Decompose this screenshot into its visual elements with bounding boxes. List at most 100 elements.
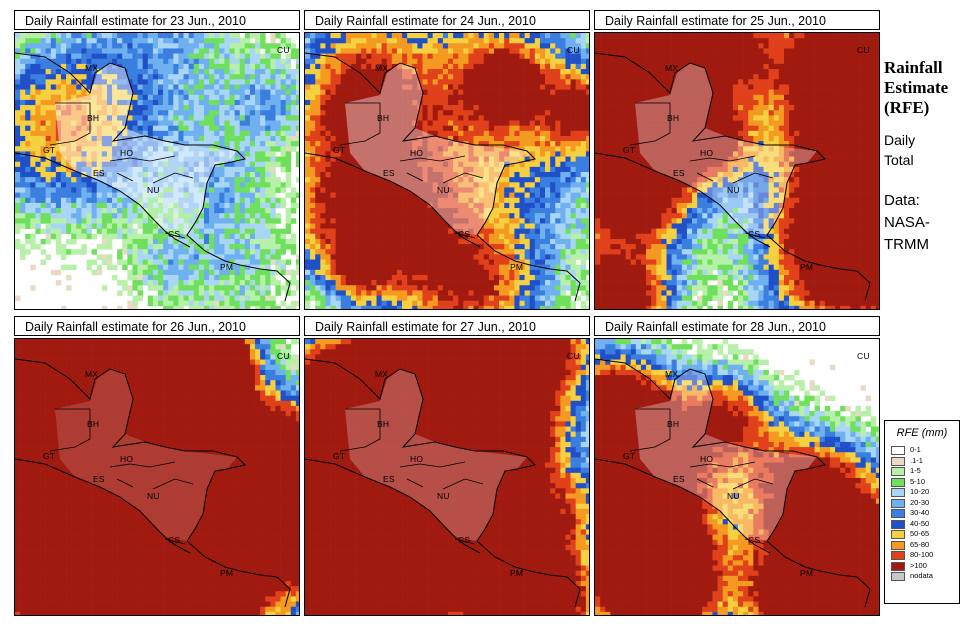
legend-item: 80-100 [891, 550, 959, 561]
legend-swatch [891, 551, 905, 560]
rainfall-grid [595, 339, 879, 615]
country-label-cu: CU [277, 351, 290, 361]
legend-item: 10-20 [891, 487, 959, 498]
legend-label: nodata [910, 571, 933, 580]
country-label-ho: HO [120, 148, 134, 158]
country-label-cu: CU [857, 351, 870, 361]
country-borders [339, 408, 484, 545]
legend-label: 10-20 [910, 487, 930, 496]
country-label-nu: NU [727, 491, 740, 501]
legend-item: 30-40 [891, 508, 959, 519]
panel-title: Daily Rainfall estimate for 26 Jun., 201… [14, 316, 300, 336]
rainfall-grid [15, 33, 299, 309]
legend-label: 40-50 [910, 518, 930, 528]
country-label-mx: MX [85, 63, 99, 73]
title-line-3: (RFE) [884, 98, 930, 117]
country-borders [339, 102, 484, 239]
data-text: Data: [884, 192, 920, 209]
legend-swatch [891, 519, 905, 529]
country-label-ho: HO [700, 148, 714, 158]
country-label-mx: MX [85, 369, 99, 379]
legend-label: 65-80 [910, 539, 930, 549]
country-label-ho: HO [410, 454, 424, 464]
country-label-bh: BH [667, 419, 680, 429]
legend-swatch [891, 561, 905, 571]
country-label-ho: HO [120, 454, 134, 464]
country-label-gt: GT [333, 145, 346, 155]
country-label-nu: NU [437, 491, 450, 501]
country-borders [49, 102, 194, 239]
legend-label: 0-1 [910, 445, 921, 454]
country-borders [49, 408, 194, 545]
rainfall-map-panel: Daily Rainfall estimate for 23 Jun., 201… [14, 10, 304, 312]
total-text: Total [884, 152, 914, 168]
country-label-bh: BH [87, 419, 100, 429]
source-line-1: NASA- [884, 214, 930, 231]
country-label-gt: GT [43, 145, 56, 155]
rainfall-map: MX CU BH GT HO ES NU CS PM [594, 338, 880, 616]
legend-item: 65-80 [891, 540, 959, 551]
legend-swatch [891, 509, 905, 518]
panel-title: Daily Rainfall estimate for 24 Jun., 201… [304, 10, 590, 30]
legend-rows: 0-1.1-1 1-5 5-10 10-20 20-30 30-40 40-50 50-65 6… [885, 445, 959, 582]
country-label-cu: CU [567, 351, 580, 361]
country-label-pm: PM [510, 262, 524, 272]
country-label-pm: PM [510, 568, 524, 578]
legend-swatch [891, 456, 905, 466]
title-line-1: Rainfall [884, 58, 943, 77]
country-label-bh: BH [377, 419, 390, 429]
country-label-pm: PM [220, 568, 234, 578]
legend-item: .1-1 [891, 456, 959, 467]
rainfall-map: MX CU BH GT HO ES NU CS PM [594, 32, 880, 310]
rainfall-map: MX CU BH GT HO ES NU CS PM [14, 338, 300, 616]
panel-title: Daily Rainfall estimate for 27 Jun., 201… [304, 316, 590, 336]
product-title: Rainfall Estimate (RFE) [884, 58, 968, 118]
country-label-ho: HO [410, 148, 424, 158]
country-label-cs: CS [168, 229, 181, 239]
legend-item: 0-1 [891, 445, 959, 456]
country-label-cu: CU [857, 45, 870, 55]
coastline [305, 358, 581, 608]
country-label-es: ES [383, 474, 395, 484]
country-label-cs: CS [458, 229, 471, 239]
country-label-cs: CS [458, 535, 471, 545]
country-label-cs: CS [748, 535, 761, 545]
legend-label: 1-5 [910, 466, 921, 475]
legend-item: 1-5 [891, 466, 959, 477]
rainfall-map: MX CU BH GT HO ES NU CS PM [304, 32, 590, 310]
legend-label: >100 [910, 560, 927, 570]
rainfall-grid [15, 339, 299, 615]
country-label-mx: MX [665, 63, 679, 73]
legend-swatch [891, 446, 905, 455]
legend: RFE (mm) 0-1.1-1 1-5 5-10 10-20 20-30 30-40 40… [884, 420, 960, 604]
legend-swatch [891, 467, 905, 476]
country-label-es: ES [383, 168, 395, 178]
country-label-mx: MX [665, 369, 679, 379]
rainfall-map-panel: Daily Rainfall estimate for 26 Jun., 201… [14, 316, 304, 618]
panel-title: Daily Rainfall estimate for 28 Jun., 201… [594, 316, 880, 336]
rainfall-map: MX CU BH GT HO ES NU CS PM [14, 32, 300, 310]
country-label-nu: NU [437, 185, 450, 195]
country-label-bh: BH [377, 113, 390, 123]
country-label-cs: CS [168, 535, 181, 545]
legend-item: 50-65 [891, 529, 959, 540]
title-line-2: Estimate [884, 78, 949, 97]
legend-swatch [891, 498, 905, 508]
legend-item: nodata [891, 571, 959, 582]
data-source-label: Data: NASA- TRMM [884, 190, 968, 256]
country-label-cu: CU [567, 45, 580, 55]
legend-swatch [891, 530, 905, 539]
legend-label: 20-30 [910, 497, 930, 507]
coastline [15, 52, 291, 302]
legend-item: 20-30 [891, 498, 959, 509]
country-label-pm: PM [800, 568, 814, 578]
rainfall-map-panel: Daily Rainfall estimate for 25 Jun., 201… [594, 10, 884, 312]
legend-title: RFE (mm) [896, 427, 948, 439]
country-label-ho: HO [700, 454, 714, 464]
rainfall-map-panel: Daily Rainfall estimate for 28 Jun., 201… [594, 316, 884, 618]
panel-title: Daily Rainfall estimate for 23 Jun., 201… [14, 10, 300, 30]
country-label-cu: CU [277, 45, 290, 55]
country-label-nu: NU [147, 491, 160, 501]
country-label-gt: GT [333, 451, 346, 461]
country-label-gt: GT [623, 145, 636, 155]
